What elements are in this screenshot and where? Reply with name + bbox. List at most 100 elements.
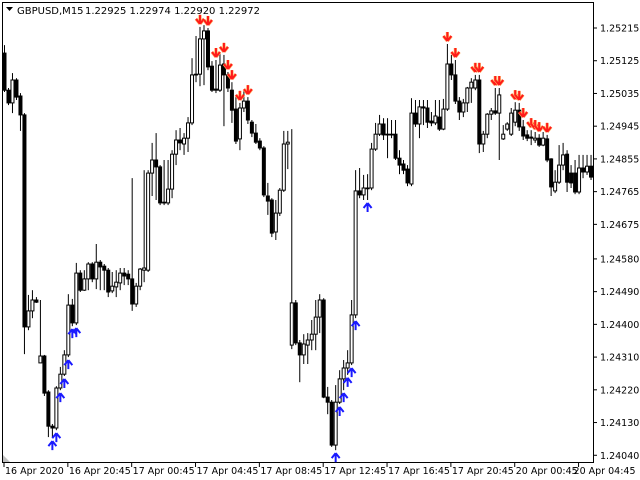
candle-body-bull (369, 148, 374, 189)
candle (94, 244, 99, 290)
signal-arrows-layer (47, 14, 553, 463)
price-tick-label: 1.24040 (600, 451, 639, 462)
candle-body-bull (557, 164, 562, 183)
candle (106, 268, 111, 298)
sell-arrow-icon (542, 122, 552, 133)
candle (329, 400, 334, 447)
candle (118, 268, 123, 291)
candle-body-bear (102, 265, 107, 271)
candle-body-bull (317, 299, 322, 318)
buy-arrow-icon (346, 367, 357, 378)
candle (561, 142, 566, 171)
candle-body-bull (445, 63, 450, 110)
candle-body-bear (78, 272, 83, 291)
price-axis[interactable]: 1.25215 1.25125 1.25035 1.24945 1.24855 1.247… (594, 24, 639, 462)
candle (553, 170, 558, 194)
chart-shift-marker-icon[interactable] (3, 455, 10, 462)
candle (18, 93, 23, 131)
candle-body-bull (198, 38, 203, 75)
candle-body-bull (118, 272, 123, 284)
candle (30, 290, 35, 319)
candle-body-bear (213, 88, 218, 91)
candle (170, 150, 175, 199)
time-axis[interactable]: 16 Apr 2020 16 Apr 20:45 17 Apr 00:45 17 Ap… (3, 463, 636, 477)
candle-body-bear (581, 167, 586, 173)
candle-body-bull (377, 123, 382, 135)
buy-arrow-icon (55, 392, 66, 403)
candle-body-bear (261, 147, 266, 196)
triangle-down-icon[interactable] (6, 7, 13, 11)
candle-body-bull (142, 267, 147, 271)
candle (573, 160, 578, 195)
candle (178, 128, 183, 151)
candle (209, 61, 214, 92)
candle (134, 282, 139, 307)
candle (277, 188, 282, 216)
candle (469, 78, 474, 103)
candle (202, 25, 206, 86)
candle (289, 129, 294, 350)
candle (249, 120, 254, 138)
candle (82, 270, 87, 291)
candle-body-bull (333, 401, 338, 446)
candle (110, 272, 115, 294)
candle-body-bear (425, 107, 430, 123)
candle (42, 354, 47, 396)
buy-arrow-icon (334, 406, 345, 416)
candle-body-bear (421, 106, 426, 109)
candle (549, 158, 554, 196)
candle (429, 112, 434, 127)
candle (114, 270, 119, 298)
candle (529, 130, 534, 146)
price-tick-label: 1.24765 (600, 187, 639, 198)
candle-body-bear (46, 391, 51, 427)
candle (6, 88, 11, 106)
candle (229, 82, 234, 123)
candle (477, 74, 482, 154)
candle-body-bear (529, 136, 534, 139)
sell-arrow-icon (243, 85, 253, 95)
candle-body-bull (433, 115, 438, 124)
time-tick-label: 16 Apr 20:45 (69, 466, 131, 477)
candle (581, 154, 586, 179)
candle-body-bear (517, 109, 522, 128)
candle (213, 60, 218, 94)
buy-arrow-icon (63, 359, 74, 370)
candle (90, 262, 95, 283)
candle (162, 160, 167, 206)
sell-arrow-icon (195, 14, 205, 25)
candle (297, 340, 302, 383)
candle (525, 130, 530, 142)
candle (241, 90, 246, 112)
candle (10, 73, 15, 114)
candle (190, 58, 195, 126)
candle-body-bear (429, 120, 434, 124)
candle (257, 138, 262, 151)
ohlc-values: 1.22925 1.22974 1.22920 1.22972 (85, 6, 260, 17)
candle-body-bull (577, 167, 582, 193)
candle-body-bear (457, 100, 462, 113)
candle-body-bull (341, 367, 346, 380)
candle (465, 86, 470, 112)
candle (102, 264, 107, 291)
candle-body-bear (253, 132, 258, 143)
candle (2, 45, 7, 92)
candle-body-bear (90, 263, 95, 280)
candle-body-bull (489, 110, 494, 115)
candle-body-bear (437, 116, 442, 130)
candle (501, 125, 506, 140)
candle (150, 142, 155, 196)
candle-body-bull (501, 133, 506, 140)
candle-body-bull (485, 113, 490, 135)
candle (441, 98, 446, 131)
candle-body-bull (74, 272, 79, 324)
candle (293, 300, 298, 346)
buy-arrow-icon (47, 440, 58, 451)
sell-arrow-icon (514, 90, 524, 101)
candle (381, 118, 386, 140)
price-tick-label: 1.24490 (600, 287, 639, 298)
candle-body-bear (265, 195, 270, 202)
candle-body-bear (321, 299, 326, 398)
candle-body-bull (134, 285, 139, 305)
